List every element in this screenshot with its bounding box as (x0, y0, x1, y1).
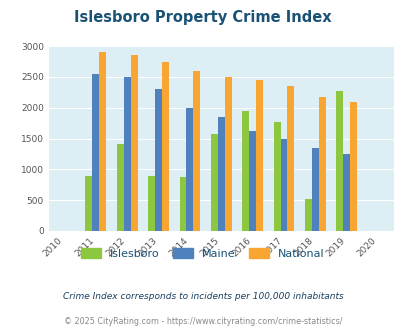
Bar (124, 77, 130, 231)
Bar (242, 111, 249, 231)
Bar (99, 52, 106, 231)
Text: Islesboro Property Crime Index: Islesboro Property Crime Index (74, 10, 331, 25)
Legend: Islesboro, Maine, National: Islesboro, Maine, National (77, 244, 328, 263)
Bar (155, 89, 162, 231)
Bar (350, 102, 356, 231)
Bar (304, 199, 311, 231)
Bar (311, 148, 318, 231)
Bar (343, 154, 350, 231)
Bar (287, 86, 294, 231)
Bar (336, 91, 343, 231)
Bar (92, 74, 99, 231)
Bar (211, 134, 217, 231)
Text: © 2025 CityRating.com - https://www.cityrating.com/crime-statistics/: © 2025 CityRating.com - https://www.city… (64, 317, 341, 326)
Bar (148, 176, 155, 231)
Bar (193, 71, 200, 231)
Bar (224, 77, 231, 231)
Bar (256, 80, 262, 231)
Bar (273, 122, 280, 231)
Bar (130, 55, 137, 231)
Bar (318, 97, 325, 231)
Bar (280, 139, 287, 231)
Bar (85, 176, 92, 231)
Bar (217, 117, 224, 231)
Bar (162, 62, 168, 231)
Bar (179, 177, 186, 231)
Text: Crime Index corresponds to incidents per 100,000 inhabitants: Crime Index corresponds to incidents per… (62, 292, 343, 301)
Bar (117, 144, 124, 231)
Bar (186, 108, 193, 231)
Bar (249, 131, 256, 231)
